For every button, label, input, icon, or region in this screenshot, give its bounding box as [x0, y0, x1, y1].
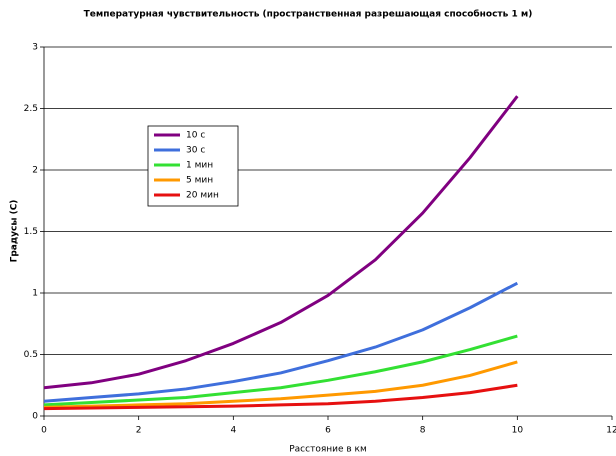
y-tick-label: 3	[32, 43, 38, 53]
line-series	[43, 360, 518, 409]
x-tick-label: 6	[325, 426, 331, 436]
x-tick-label: 10	[512, 426, 524, 436]
line-series	[43, 383, 518, 411]
y-tick-label: 0	[32, 412, 38, 422]
x-tick-label: 8	[420, 426, 426, 436]
y-axis-label: Градусы (C)	[10, 200, 20, 263]
x-tick-label: 0	[41, 426, 47, 436]
y-tick-label: 1.5	[24, 227, 38, 237]
y-tick-label: 0.5	[24, 350, 38, 360]
line-series	[43, 334, 518, 407]
chart-title: Температурная чувствительность (простран…	[84, 9, 533, 20]
legend-label: 30 с	[186, 146, 205, 156]
line-series	[43, 281, 519, 403]
y-tick-label: 2.5	[24, 104, 38, 114]
y-tick-label: 1	[32, 289, 38, 299]
y-tick-label: 2	[32, 166, 38, 176]
x-tick-label: 4	[230, 426, 236, 436]
line-series	[43, 95, 519, 390]
legend-label: 5 мин	[186, 176, 213, 186]
x-axis-label: Расстояние в км	[289, 445, 367, 455]
x-tick-label: 2	[136, 426, 142, 436]
legend-label: 10 с	[186, 131, 205, 141]
legend-label: 1 мин	[186, 161, 213, 171]
x-tick-label: 12	[606, 426, 616, 436]
legend-label: 20 мин	[186, 191, 219, 201]
